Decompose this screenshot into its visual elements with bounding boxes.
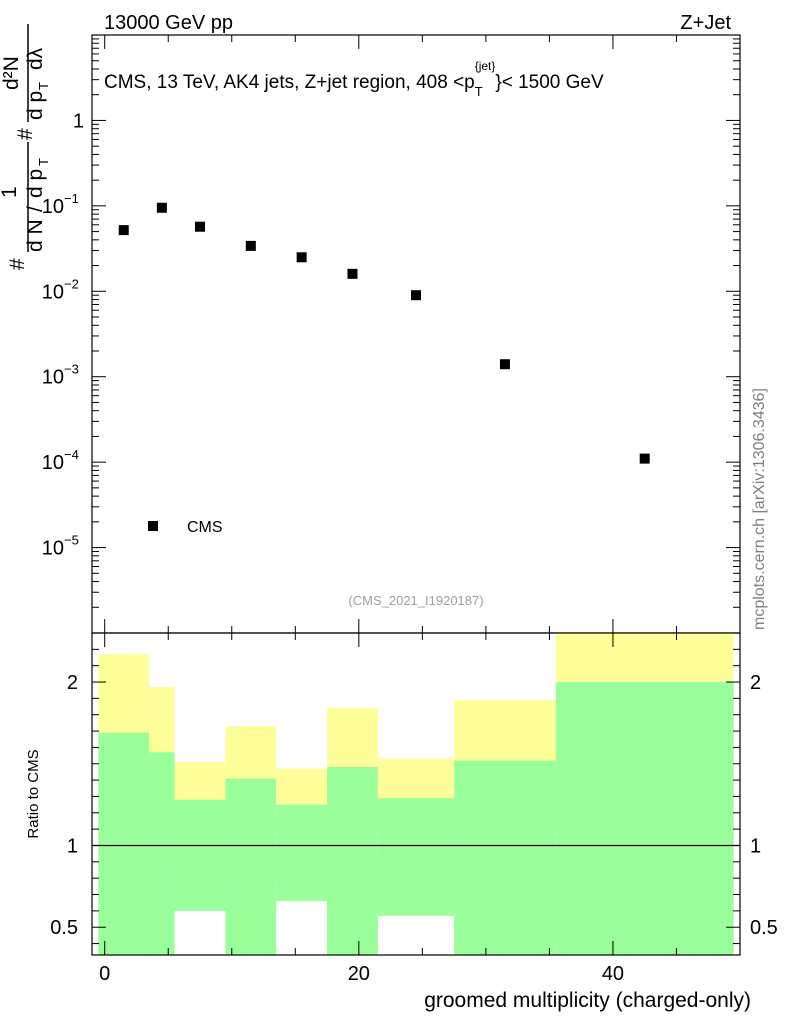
ylabel-dn: d N	[24, 219, 47, 252]
main-frame	[91, 34, 741, 634]
data-point	[639, 453, 650, 464]
data-point	[195, 221, 205, 232]
data-point	[296, 252, 307, 263]
ratio-y-axis-label: Ratio to CMS	[25, 749, 42, 838]
green-band	[327, 767, 378, 955]
green-band	[276, 804, 328, 902]
analysis-id: (CMS_2021_I1920187)	[348, 593, 483, 608]
svg-text:# 1 d N: # 1 d N / d p T # d²N d p T dλ	[0, 47, 53, 270]
green-band	[555, 682, 734, 955]
ylabel-denom: d p	[24, 91, 47, 120]
y-tick-label-base: 10	[42, 452, 64, 474]
ylabel-numer: d²N	[0, 56, 23, 90]
ylabel-slash: /	[24, 206, 47, 212]
y-tick-label-base: 10	[42, 367, 64, 389]
y-tick-label-exp: −4	[64, 447, 79, 462]
ylabel-t: T	[36, 158, 51, 166]
plot-title-sup: {jet}	[475, 59, 496, 73]
y-tick-label: 10	[42, 367, 64, 389]
ratio-y-tick-label-left: 1	[67, 835, 78, 857]
main-y-ticks: 110−110−210−310−410−5	[42, 38, 740, 634]
side-watermark: mcplots.cern.ch [arXiv:1306.3436]	[751, 388, 768, 630]
ratio-y-ticks: 0.5 0.5 1 1 2 2	[50, 632, 778, 945]
y-tick-label-base: 10	[42, 281, 64, 303]
plot-title-sub: T	[475, 84, 483, 99]
ylabel-one: 1	[0, 186, 21, 198]
green-band	[174, 799, 226, 911]
y-tick-label-exp: −3	[64, 362, 79, 377]
ratio-y-tick-label-right: 0.5	[750, 917, 778, 939]
legend: CMS	[148, 519, 223, 536]
legend-marker	[148, 521, 158, 531]
plot-title-before: CMS, 13 TeV, AK4 jets, Z+jet region, 408…	[104, 72, 475, 93]
y-tick-label: 10	[42, 538, 64, 560]
ylabel-t2: T	[36, 82, 51, 90]
x-tick-label: 0	[99, 963, 110, 985]
main-x-ticks	[104, 35, 741, 633]
green-band	[454, 760, 556, 955]
ylabel-dp: d p	[24, 169, 47, 198]
ylabel-hash2: #	[14, 128, 37, 140]
legend-label-cms: CMS	[187, 519, 223, 536]
green-band	[149, 752, 175, 955]
plot-title-after: }< 1500 GeV	[495, 72, 604, 93]
data-point	[411, 290, 421, 301]
data-point	[245, 240, 256, 251]
plot-title: CMS, 13 TeV, AK4 jets, Z+jet region, 408…	[104, 59, 604, 99]
ratio-y-tick-label-left: 2	[67, 672, 78, 694]
green-band	[377, 798, 455, 916]
ratio-frame	[91, 632, 741, 956]
ylabel-hash1: #	[6, 258, 29, 270]
x-tick-label: 20	[348, 963, 370, 985]
process-label: Z+Jet	[680, 12, 731, 34]
data-point	[499, 359, 510, 370]
x-tick-label: 40	[602, 963, 624, 985]
y-tick-label: 10	[42, 452, 64, 474]
y-tick-label-base: 10	[42, 196, 64, 218]
y-tick-label-exp: −1	[64, 191, 79, 206]
y-tick-label: 10	[42, 196, 64, 218]
green-band	[225, 778, 277, 955]
y-tick-label: 10	[42, 281, 64, 303]
data-point	[156, 202, 167, 213]
main-y-axis-label: # 1 d N / d p T # d²N d p T dλ	[0, 24, 53, 270]
y-tick-label-exp: −2	[64, 276, 79, 291]
ylabel-dl: dλ	[24, 47, 47, 70]
main-panel: 110−110−210−310−410−5 CMS, 13 TeV, AK4 j…	[0, 24, 741, 634]
data-points	[118, 202, 650, 464]
x-axis-label: groomed multiplicity (charged-only)	[424, 989, 751, 1012]
y-tick-label-exp: −5	[64, 533, 79, 548]
data-point	[118, 225, 129, 236]
y-tick-label: 1	[73, 110, 84, 132]
data-point	[347, 268, 358, 279]
ratio-y-tick-label-left: 0.5	[50, 917, 78, 939]
ratio-y-tick-label-right: 1	[750, 835, 761, 857]
ratio-panel: 0.5 0.5 1 1 2 2 0 20 40 Ratio to CMS groomed mu…	[25, 632, 778, 1012]
ratio-bands	[98, 633, 734, 955]
green-band	[98, 732, 150, 955]
ratio-x-ticks: 0 20 40	[99, 633, 741, 985]
energy-label: 13000 GeV pp	[104, 12, 233, 34]
y-tick-label-base: 10	[42, 538, 64, 560]
ratio-y-tick-label-right: 2	[750, 672, 761, 694]
